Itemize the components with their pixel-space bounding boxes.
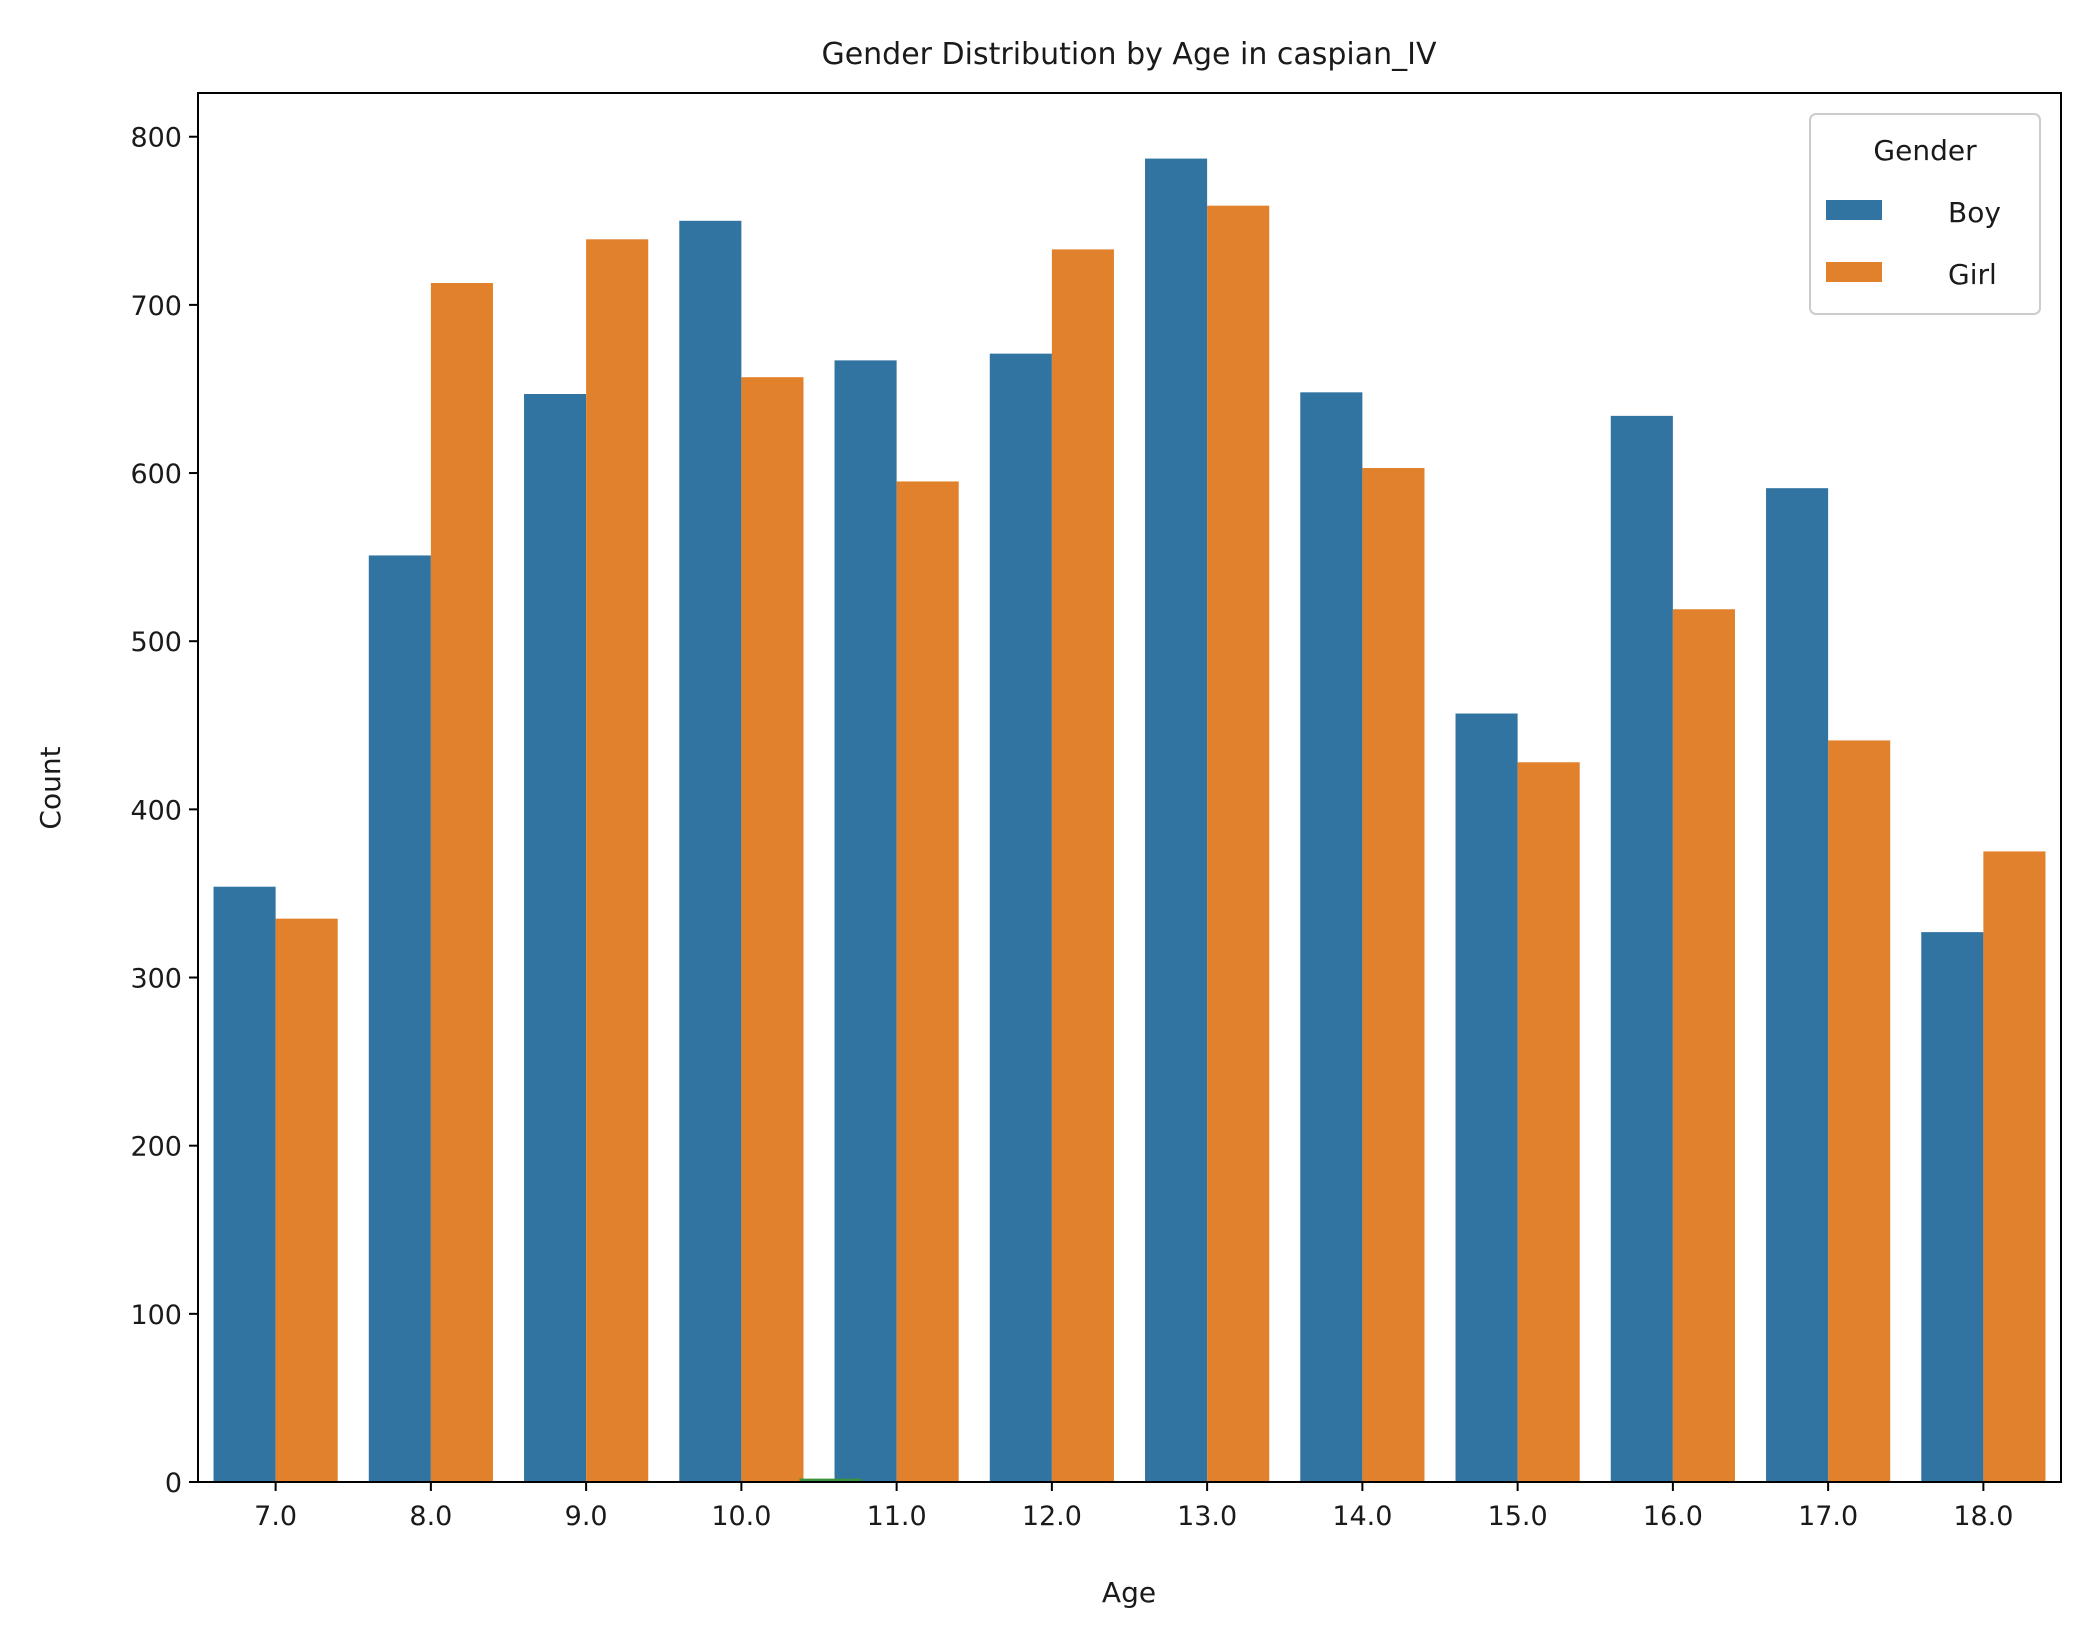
x-tick-label: 13.0 [1177, 1501, 1237, 1532]
y-axis-label: Count [34, 746, 67, 829]
bar-boy-8.0 [368, 555, 431, 1482]
bar-boy-15.0 [1455, 713, 1518, 1482]
x-tick-label: 12.0 [1022, 1501, 1082, 1532]
bar-girl-14.0 [1362, 467, 1425, 1483]
bar-minor-10.0 [799, 1478, 862, 1482]
legend: Gender Boy Girl [1809, 113, 2041, 315]
y-tick-label: 100 [130, 1300, 182, 1331]
bar-girl-18.0 [1983, 851, 2046, 1482]
x-tick-label: 11.0 [867, 1501, 927, 1532]
legend-label-boy: Boy [1948, 196, 2001, 229]
bar-girl-7.0 [275, 918, 338, 1482]
y-tick-label: 600 [130, 459, 182, 490]
bars-group [213, 158, 2046, 1483]
x-tick-label: 10.0 [711, 1501, 771, 1532]
x-tick-label: 18.0 [1953, 1501, 2013, 1532]
bar-boy-13.0 [1145, 158, 1208, 1483]
legend-label-girl: Girl [1948, 258, 1997, 291]
x-axis-ticks: 7.0 8.0 9.0 10.0 11.0 12.0 13.0 14.0 15.0 16.0 17.… [254, 1482, 2013, 1532]
bar-boy-18.0 [1921, 932, 1984, 1482]
bar-girl-11.0 [896, 481, 959, 1482]
y-tick-label: 500 [130, 627, 182, 658]
plot-frame [197, 92, 2062, 1483]
bar-boy-10.0 [679, 220, 742, 1482]
bar-boy-12.0 [989, 353, 1052, 1482]
y-tick-label: 800 [130, 123, 182, 154]
legend-swatch-girl [1826, 262, 1882, 282]
bar-boy-11.0 [834, 360, 897, 1483]
x-axis-label: Age [1102, 1576, 1156, 1609]
y-tick-label: 700 [130, 291, 182, 322]
legend-swatch-boy [1826, 200, 1882, 220]
bar-girl-16.0 [1672, 609, 1735, 1482]
bar-girl-9.0 [586, 239, 649, 1482]
bar-boy-17.0 [1766, 488, 1829, 1482]
x-tick-label: 16.0 [1643, 1501, 1703, 1532]
y-tick-label: 400 [130, 795, 182, 826]
bar-girl-13.0 [1207, 205, 1270, 1482]
x-tick-label: 15.0 [1488, 1501, 1548, 1532]
bar-boy-7.0 [213, 886, 276, 1482]
x-tick-label: 9.0 [565, 1501, 608, 1532]
bar-boy-16.0 [1610, 415, 1673, 1482]
legend-title: Gender [1873, 134, 1977, 167]
bar-girl-15.0 [1517, 762, 1580, 1482]
y-tick-label: 300 [130, 964, 182, 995]
bar-girl-10.0 [741, 377, 804, 1482]
y-tick-label: 0 [165, 1468, 182, 1499]
x-tick-label: 7.0 [254, 1501, 297, 1532]
plot-area: 7.0 8.0 9.0 10.0 11.0 12.0 13.0 14.0 15.0 16.0 17.… [130, 92, 2062, 1532]
x-tick-label: 17.0 [1798, 1501, 1858, 1532]
bar-girl-17.0 [1828, 740, 1891, 1482]
bar-girl-8.0 [430, 283, 493, 1483]
x-tick-label: 8.0 [409, 1501, 452, 1532]
x-tick-label: 14.0 [1332, 1501, 1392, 1532]
bar-girl-12.0 [1051, 249, 1114, 1482]
y-axis-ticks: 0 100 200 300 400 500 600 700 800 [130, 123, 198, 1499]
chart-title: Gender Distribution by Age in caspian_IV [821, 37, 1437, 72]
bar-boy-14.0 [1300, 392, 1363, 1482]
y-tick-label: 200 [130, 1132, 182, 1163]
bar-boy-9.0 [524, 394, 587, 1482]
